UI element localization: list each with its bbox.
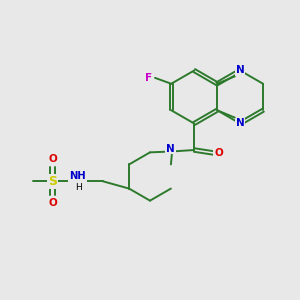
Text: F: F (145, 73, 152, 83)
Text: N: N (236, 118, 244, 128)
Text: N: N (166, 143, 175, 154)
Text: NH: NH (69, 171, 86, 181)
Text: O: O (214, 148, 223, 158)
Text: H: H (75, 183, 82, 192)
Text: N: N (236, 65, 244, 76)
Text: O: O (48, 154, 57, 164)
Text: S: S (48, 175, 57, 188)
Text: O: O (48, 198, 57, 208)
